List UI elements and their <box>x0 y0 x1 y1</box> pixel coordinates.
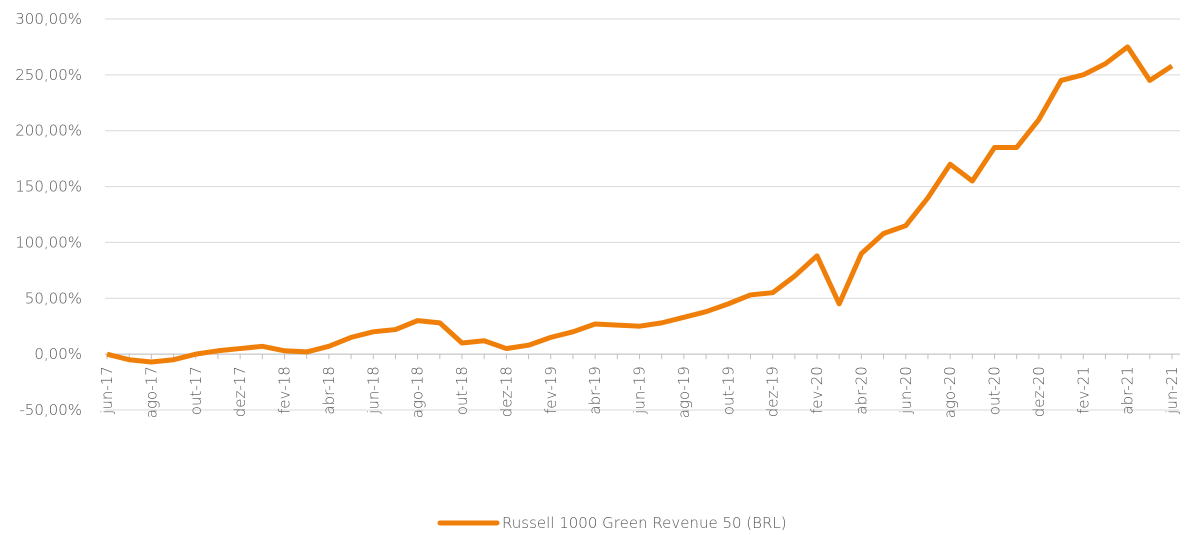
y-tick-label: 100,00% <box>15 233 82 251</box>
y-tick-label: 0,00% <box>34 345 82 363</box>
x-tick-label: ago-20 <box>941 366 959 418</box>
y-tick-label: 300,00% <box>15 10 82 28</box>
x-tick-label: dez-18 <box>497 366 515 417</box>
x-tick-label: jun-19 <box>631 366 649 415</box>
y-tick-label: 50,00% <box>25 289 82 307</box>
x-tick-label: fev-21 <box>1074 366 1092 414</box>
x-tick-label: out-19 <box>719 366 737 415</box>
y-tick-label: 150,00% <box>15 178 82 196</box>
x-tick-label: out-20 <box>986 366 1004 415</box>
x-tick-label: fev-18 <box>276 366 294 414</box>
x-tick-label: abr-20 <box>852 366 870 414</box>
x-tick-label: ago-18 <box>409 366 427 418</box>
legend-label: Russell 1000 Green Revenue 50 (BRL) <box>502 514 787 532</box>
x-tick-label: dez-20 <box>1030 366 1048 417</box>
x-tick-label: abr-19 <box>586 366 604 414</box>
x-tick-label: abr-18 <box>320 366 338 414</box>
x-tick-label: dez-17 <box>231 366 249 417</box>
x-tick-label: jun-20 <box>897 366 915 415</box>
x-tick-label: jun-21 <box>1163 366 1181 415</box>
y-tick-label: 200,00% <box>15 122 82 140</box>
x-tick-label: jun-18 <box>364 366 382 415</box>
y-tick-label: 250,00% <box>15 66 82 84</box>
x-tick-label: jun-17 <box>98 366 116 415</box>
x-tick-label: ago-19 <box>675 366 693 418</box>
x-tick-label: ago-17 <box>142 366 160 418</box>
x-tick-label: out-17 <box>187 366 205 415</box>
x-tick-label: fev-19 <box>542 366 560 414</box>
y-tick-label: -50,00% <box>19 401 82 419</box>
x-tick-label: fev-20 <box>808 366 826 414</box>
x-tick-label: out-18 <box>453 366 471 415</box>
series-line <box>106 44 1174 365</box>
x-tick-label: abr-21 <box>1119 366 1137 414</box>
x-tick-label: dez-19 <box>764 366 782 417</box>
